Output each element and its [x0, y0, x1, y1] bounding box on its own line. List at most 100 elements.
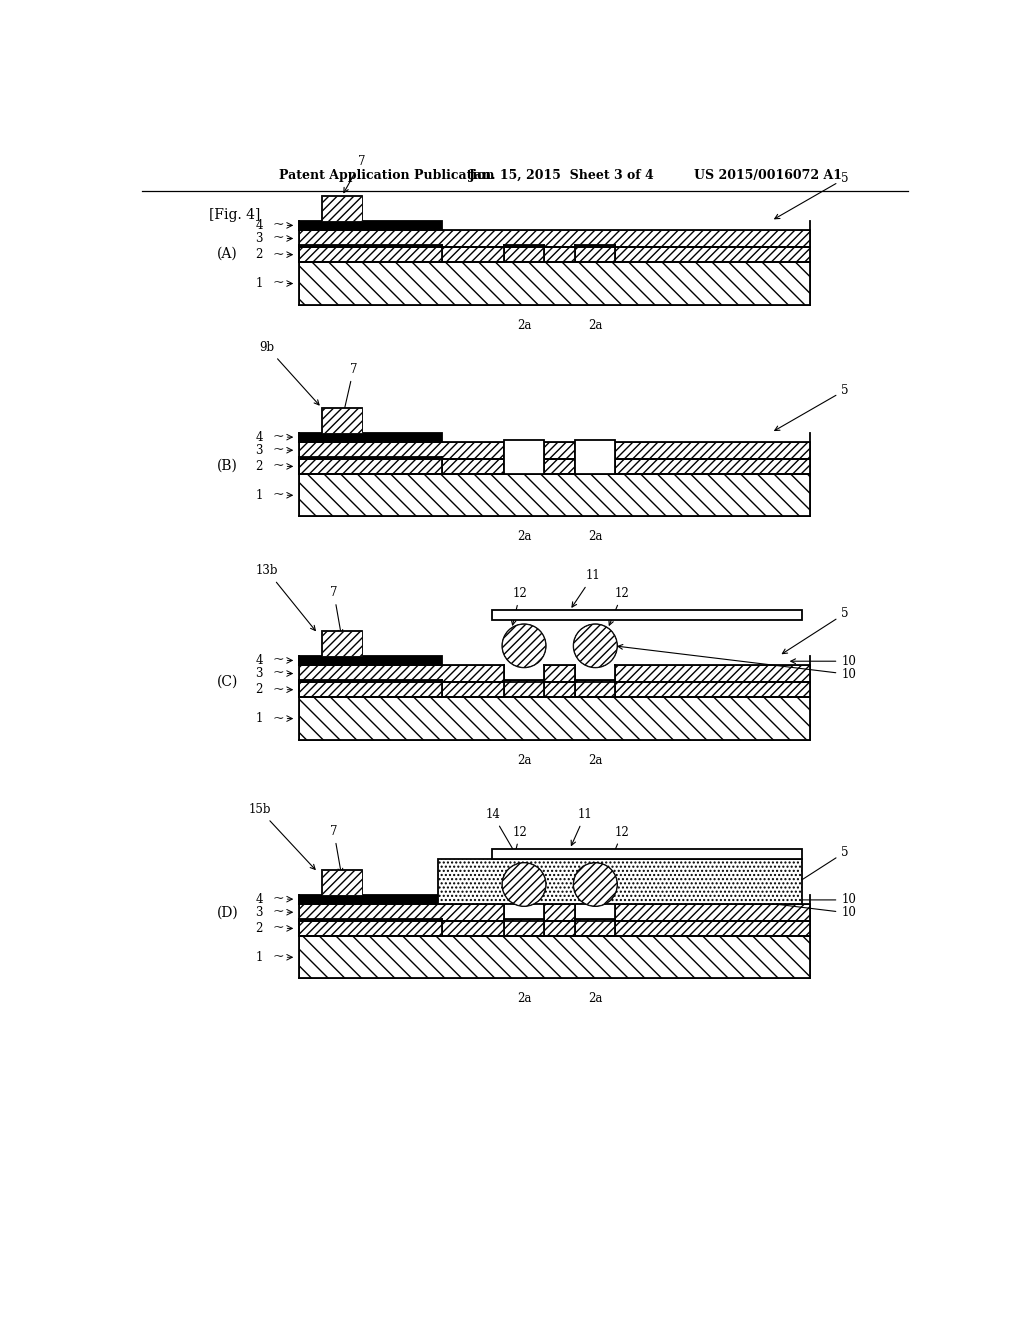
Bar: [615, 904, 810, 921]
Text: 1: 1: [255, 488, 263, 502]
Text: [Fig. 4]: [Fig. 4]: [209, 209, 261, 223]
Bar: [299, 665, 504, 682]
Text: 12: 12: [609, 587, 630, 626]
Bar: [299, 936, 810, 978]
Circle shape: [503, 624, 546, 668]
Text: ~: ~: [272, 248, 285, 261]
Text: 7: 7: [330, 586, 343, 635]
Bar: [493, 610, 802, 620]
Text: 1: 1: [255, 950, 263, 964]
Circle shape: [573, 863, 617, 906]
Bar: [299, 263, 810, 305]
Text: 10: 10: [617, 883, 856, 920]
Text: 3: 3: [255, 444, 263, 457]
Bar: [504, 441, 544, 474]
Text: ~: ~: [272, 459, 285, 474]
Bar: [322, 631, 362, 656]
Text: ~: ~: [272, 430, 285, 444]
Bar: [299, 457, 442, 474]
Text: 7: 7: [342, 363, 357, 416]
Text: 2: 2: [255, 459, 263, 473]
Bar: [575, 246, 615, 263]
Text: 1: 1: [255, 711, 263, 725]
Bar: [322, 870, 362, 895]
Bar: [575, 919, 615, 936]
Text: 4: 4: [255, 430, 263, 444]
Text: 2a: 2a: [517, 993, 531, 1006]
Text: ~: ~: [272, 218, 285, 232]
Text: ~: ~: [272, 906, 285, 919]
Text: (A): (A): [217, 247, 238, 261]
Bar: [504, 246, 544, 263]
Bar: [299, 895, 442, 904]
Text: 2a: 2a: [517, 318, 531, 331]
Bar: [299, 919, 442, 936]
Text: 2: 2: [255, 684, 263, 696]
Bar: [493, 849, 802, 859]
Text: 4: 4: [255, 892, 263, 906]
Text: ~: ~: [272, 653, 285, 668]
Circle shape: [503, 863, 546, 906]
Bar: [615, 442, 810, 459]
Circle shape: [503, 624, 546, 668]
Bar: [299, 681, 442, 697]
Text: 15b: 15b: [248, 803, 315, 870]
Bar: [322, 197, 362, 220]
Bar: [504, 919, 544, 936]
Bar: [504, 457, 544, 474]
Text: 3: 3: [255, 906, 263, 919]
Text: 5: 5: [775, 172, 849, 219]
Text: ~: ~: [272, 711, 285, 726]
Bar: [504, 681, 544, 697]
Text: ~: ~: [272, 682, 285, 697]
Text: ~: ~: [272, 921, 285, 936]
Text: Jan. 15, 2015  Sheet 3 of 4: Jan. 15, 2015 Sheet 3 of 4: [469, 169, 654, 182]
Text: 2a: 2a: [588, 318, 602, 331]
Text: (B): (B): [217, 459, 238, 473]
Bar: [575, 457, 615, 474]
Text: 2: 2: [255, 248, 263, 261]
Text: 5: 5: [775, 384, 849, 430]
Text: 4: 4: [255, 219, 263, 232]
Bar: [575, 441, 615, 474]
Text: 9b: 9b: [260, 341, 319, 405]
Text: 10: 10: [791, 894, 856, 907]
Bar: [322, 408, 362, 433]
Bar: [544, 904, 575, 921]
Bar: [299, 656, 442, 665]
Bar: [575, 681, 615, 697]
Text: 12: 12: [511, 825, 527, 863]
Text: 12: 12: [609, 825, 630, 863]
Text: 11: 11: [571, 808, 593, 845]
Text: 8: 8: [520, 444, 527, 457]
Text: 7: 7: [330, 825, 343, 874]
Text: US 2015/0016072 A1: US 2015/0016072 A1: [693, 169, 842, 182]
Bar: [544, 665, 575, 682]
Text: 2: 2: [255, 921, 263, 935]
Bar: [299, 474, 810, 516]
Bar: [322, 631, 362, 656]
Text: 10: 10: [617, 644, 856, 681]
Bar: [299, 921, 810, 936]
Bar: [615, 665, 810, 682]
Text: 8: 8: [592, 444, 599, 457]
Text: 3: 3: [255, 667, 263, 680]
Text: 2a: 2a: [517, 531, 531, 544]
Circle shape: [573, 863, 617, 906]
Text: ~: ~: [272, 231, 285, 246]
Text: ~: ~: [272, 667, 285, 681]
Bar: [299, 247, 810, 263]
Bar: [544, 442, 575, 459]
Text: ~: ~: [272, 444, 285, 457]
Bar: [299, 682, 810, 697]
Text: ~: ~: [272, 276, 285, 290]
Text: 3: 3: [255, 232, 263, 246]
Bar: [438, 859, 802, 904]
Circle shape: [573, 624, 617, 668]
Text: 13b: 13b: [256, 564, 315, 631]
Text: 12: 12: [511, 587, 527, 624]
Bar: [299, 246, 442, 263]
Text: 2a: 2a: [588, 531, 602, 544]
Bar: [299, 442, 504, 459]
Bar: [299, 697, 810, 739]
